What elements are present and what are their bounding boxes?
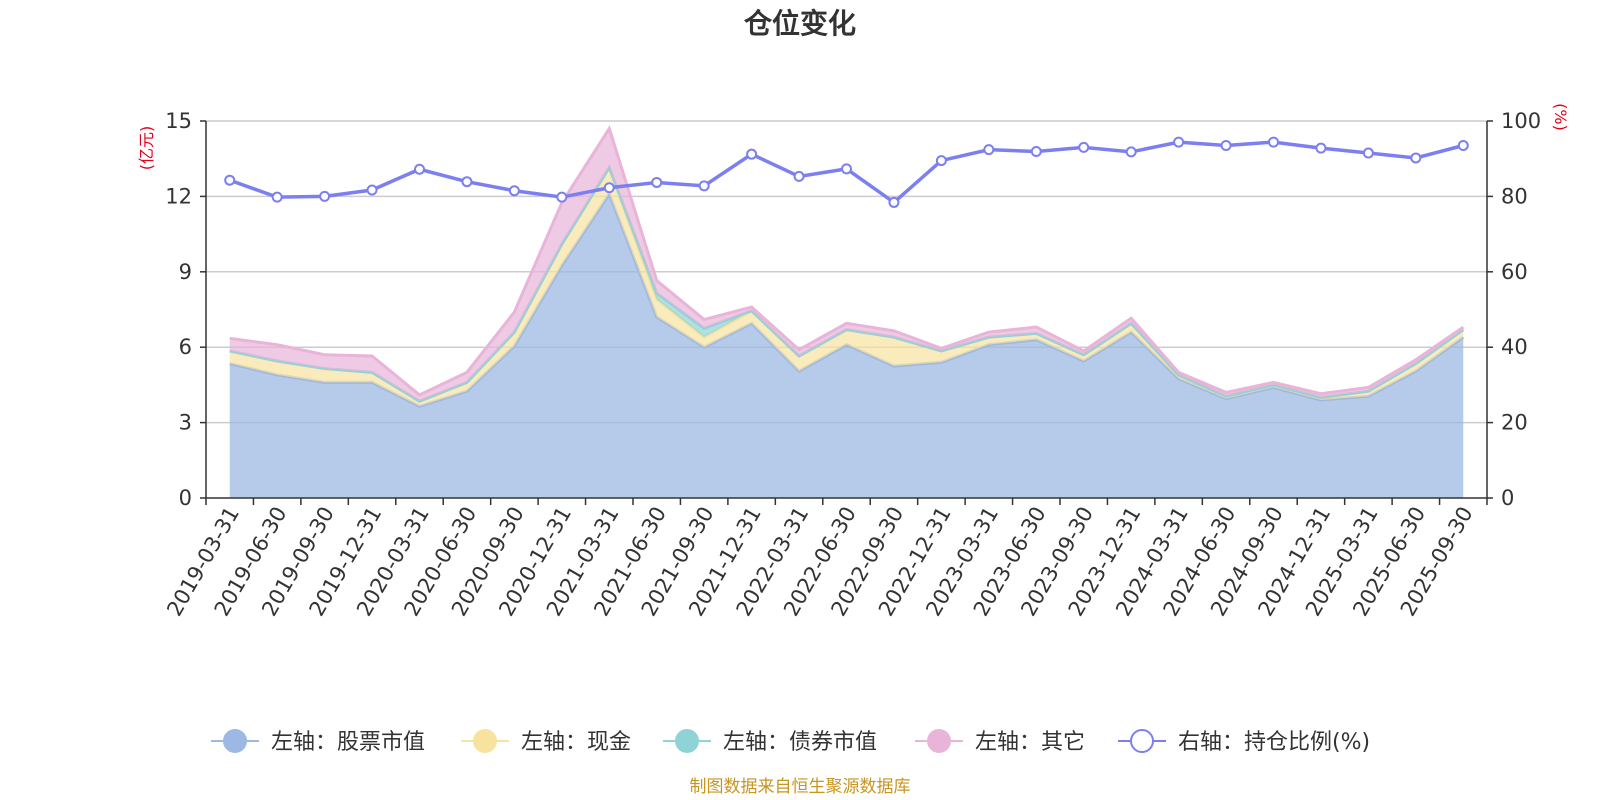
- area-series: [229, 125, 1465, 499]
- ratio-point: [1078, 141, 1090, 153]
- left-axis-unit: (亿元): [137, 126, 156, 171]
- ratio-point: [461, 176, 473, 188]
- right-axis-tick-label: 80: [1501, 184, 1528, 208]
- legend-item-ratio[interactable]: 右轴：持仓比例(%): [1118, 729, 1370, 755]
- ratio-point: [603, 182, 615, 194]
- legend[interactable]: 左轴：股票市值 左轴：现金 左轴：债券市值 左轴：其它 右轴：持仓比例(%): [211, 729, 1370, 755]
- data-source-note: 制图数据来自恒生聚源数据库: [690, 777, 911, 797]
- legend-label: 左轴：债券市值: [723, 730, 877, 755]
- ratio-point: [271, 191, 283, 203]
- left-axis-tick-label: 12: [165, 184, 192, 208]
- left-axis-tick-label: 9: [179, 260, 192, 284]
- ratio-point: [1410, 152, 1422, 164]
- area-bond-edge: [229, 164, 1465, 403]
- right-axis-unit: (%): [1551, 103, 1570, 131]
- legend-marker: [223, 729, 247, 753]
- legend-item-bond[interactable]: 左轴：债券市值: [663, 729, 877, 755]
- ratio-point: [698, 180, 710, 192]
- legend-marker: [473, 729, 497, 753]
- legend-label: 左轴：现金: [521, 730, 631, 755]
- ratio-point: [414, 163, 425, 175]
- ratio-point: [556, 191, 568, 203]
- ratio-point: [1362, 147, 1374, 159]
- right-axis-tick-label: 100: [1501, 109, 1541, 133]
- ratio-line-series: [224, 136, 1469, 208]
- ratio-point: [888, 196, 900, 208]
- ratio-point: [366, 184, 378, 196]
- area-other-edge: [229, 125, 1465, 397]
- ratio-point: [224, 174, 236, 186]
- ratio-point: [651, 176, 663, 188]
- legend-label: 左轴：其它: [975, 730, 1085, 755]
- area-cash: [229, 167, 1464, 407]
- legend-label: 左轴：股票市值: [271, 730, 425, 755]
- left-axis-tick-label: 6: [179, 335, 192, 359]
- ratio-point: [1315, 142, 1327, 154]
- ratio-point: [1125, 146, 1137, 158]
- right-axis-tick-label: 40: [1501, 335, 1528, 359]
- right-axis-tick-label: 60: [1501, 260, 1528, 284]
- legend-marker: [927, 729, 951, 753]
- ratio-point: [1268, 136, 1279, 148]
- ratio-point: [319, 190, 331, 202]
- ratio-point: [793, 170, 805, 182]
- chart-title: 仓位变化: [744, 7, 856, 40]
- ratio-point: [508, 185, 520, 197]
- legend-item-cash[interactable]: 左轴：现金: [461, 729, 631, 755]
- right-axis-tick-label: 20: [1501, 411, 1528, 435]
- legend-marker: [1130, 729, 1154, 753]
- legend-label: 右轴：持仓比例(%): [1178, 730, 1370, 755]
- legend-marker: [675, 729, 699, 753]
- ratio-point: [1220, 140, 1232, 152]
- ratio-point: [935, 155, 947, 167]
- left-axis-tick-label: 0: [179, 486, 192, 510]
- ratio-point: [841, 163, 852, 175]
- ratio-point: [1030, 146, 1042, 158]
- ratio-point: [983, 144, 995, 156]
- legend-item-other[interactable]: 左轴：其它: [915, 729, 1085, 755]
- right-axis-tick-label: 0: [1501, 486, 1514, 510]
- ratio-point: [746, 148, 758, 160]
- left-axis-tick-label: 15: [165, 109, 192, 133]
- legend-item-stock[interactable]: 左轴：股票市值: [211, 729, 425, 755]
- ratio-point: [1173, 136, 1185, 148]
- left-axis-tick-label: 3: [179, 411, 192, 435]
- ratio-point: [1457, 140, 1469, 152]
